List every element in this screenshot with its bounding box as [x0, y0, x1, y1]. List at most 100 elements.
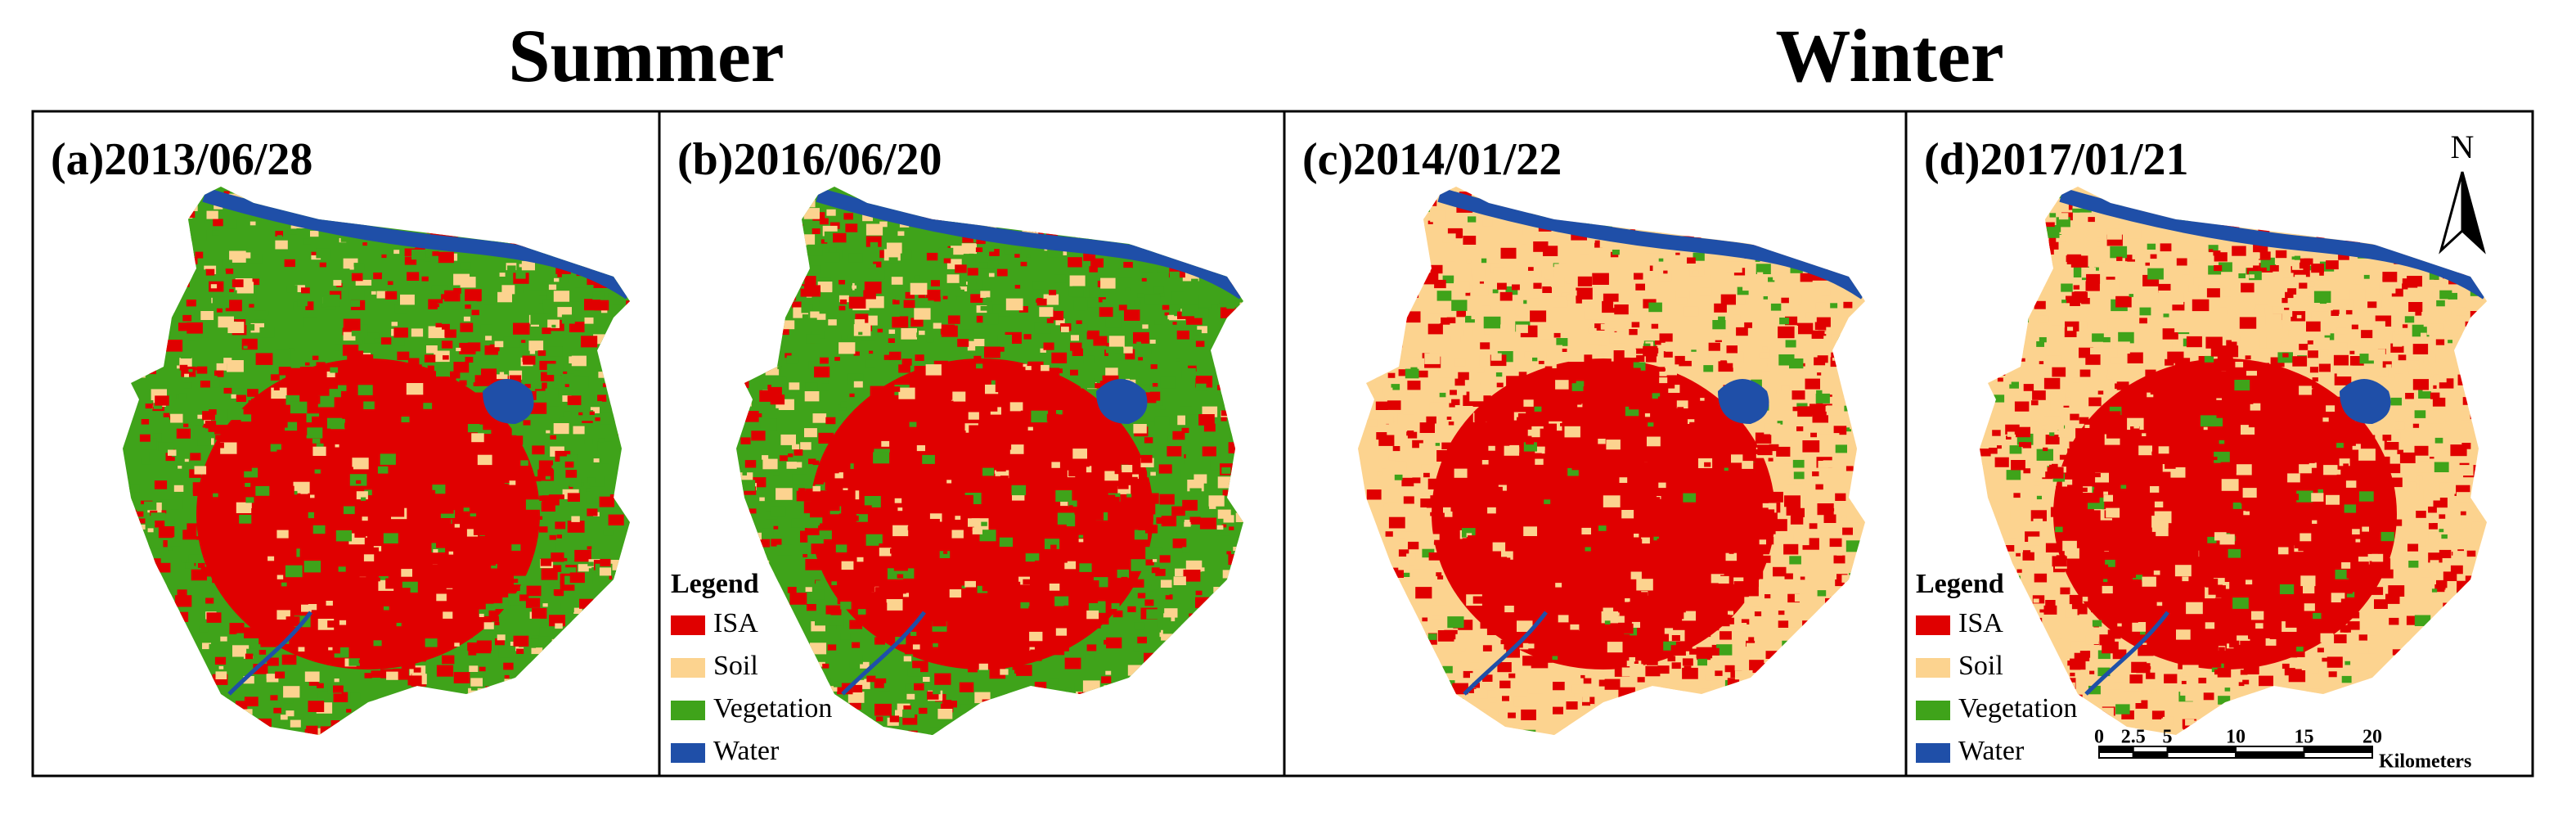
patch	[1631, 621, 1640, 628]
patch	[838, 342, 856, 354]
patch	[1450, 390, 1457, 395]
patch	[298, 647, 305, 652]
patch	[2142, 433, 2147, 436]
patch	[1634, 522, 1652, 534]
patch	[251, 585, 260, 592]
river	[202, 187, 630, 300]
patch	[838, 520, 843, 524]
patch	[1181, 427, 1189, 433]
patch	[1497, 442, 1504, 447]
patch	[962, 362, 972, 369]
patch	[1676, 419, 1686, 426]
patch	[883, 551, 890, 556]
patch	[153, 403, 163, 409]
patch	[1171, 291, 1185, 300]
patch	[479, 609, 489, 616]
patch	[254, 255, 259, 259]
patch	[245, 483, 251, 487]
patch	[916, 445, 925, 452]
patch	[161, 510, 167, 514]
patch	[1582, 420, 1594, 429]
patch	[587, 561, 594, 566]
patch	[594, 300, 609, 311]
patch	[184, 373, 189, 377]
patch	[1700, 287, 1712, 296]
patch	[322, 577, 339, 588]
patch	[1429, 402, 1443, 413]
patch	[491, 564, 497, 569]
patch	[903, 300, 915, 309]
patch	[1108, 497, 1120, 506]
patch	[847, 692, 865, 703]
patch	[1689, 471, 1699, 478]
patch	[1842, 527, 1853, 535]
patch	[961, 585, 966, 588]
patch	[833, 232, 847, 243]
patch	[1189, 488, 1202, 497]
patch	[317, 691, 330, 701]
patch	[955, 623, 965, 630]
patch	[1476, 382, 1481, 385]
patch	[491, 615, 499, 622]
patch	[1666, 367, 1677, 376]
patch	[584, 317, 594, 324]
patch	[547, 319, 560, 328]
patch	[1061, 558, 1068, 563]
patch	[1070, 335, 1079, 341]
patch	[225, 693, 232, 699]
patch	[1468, 535, 1481, 545]
patch	[1157, 617, 1171, 628]
patch	[976, 641, 990, 651]
patch	[1571, 459, 1587, 471]
patch	[1535, 392, 1545, 399]
patch	[1718, 361, 1733, 372]
patch	[815, 478, 824, 485]
patch	[1508, 673, 1516, 678]
patch	[1159, 632, 1167, 638]
patch	[1679, 527, 1691, 535]
patch	[1444, 530, 1453, 535]
patch	[1109, 462, 1118, 469]
patch	[1726, 261, 1742, 273]
patch	[989, 507, 1005, 520]
patch	[1565, 490, 1571, 495]
patch	[436, 518, 452, 530]
patch	[326, 417, 343, 429]
patch	[787, 587, 797, 593]
patch	[2380, 569, 2394, 579]
patch	[1562, 561, 1577, 571]
patch	[141, 419, 150, 425]
patch	[187, 322, 203, 334]
patch	[2133, 575, 2143, 582]
patch	[1455, 633, 1463, 640]
patch	[578, 564, 589, 572]
patch	[855, 313, 869, 323]
patch	[1161, 516, 1177, 527]
patch	[1819, 425, 1832, 435]
patch	[308, 701, 325, 712]
patch	[1454, 691, 1466, 698]
patch	[567, 521, 585, 533]
patch	[1647, 436, 1661, 447]
patch	[1118, 304, 1127, 311]
patch	[968, 518, 980, 527]
patch	[223, 387, 232, 394]
patch	[1165, 594, 1173, 600]
patch	[352, 458, 369, 470]
patch	[832, 539, 846, 549]
patch	[1048, 574, 1060, 583]
patch	[903, 437, 915, 446]
patch	[1725, 552, 1737, 561]
patch	[828, 445, 839, 453]
patch	[1597, 539, 1612, 549]
patch	[563, 411, 572, 417]
patch	[1052, 612, 1058, 616]
patch	[551, 465, 556, 469]
patch	[563, 567, 577, 577]
patch	[1501, 551, 1513, 560]
patch	[1403, 496, 1414, 504]
patch	[874, 703, 892, 716]
patch	[1823, 587, 1837, 597]
patch	[1021, 505, 1035, 516]
patch	[1167, 446, 1182, 457]
